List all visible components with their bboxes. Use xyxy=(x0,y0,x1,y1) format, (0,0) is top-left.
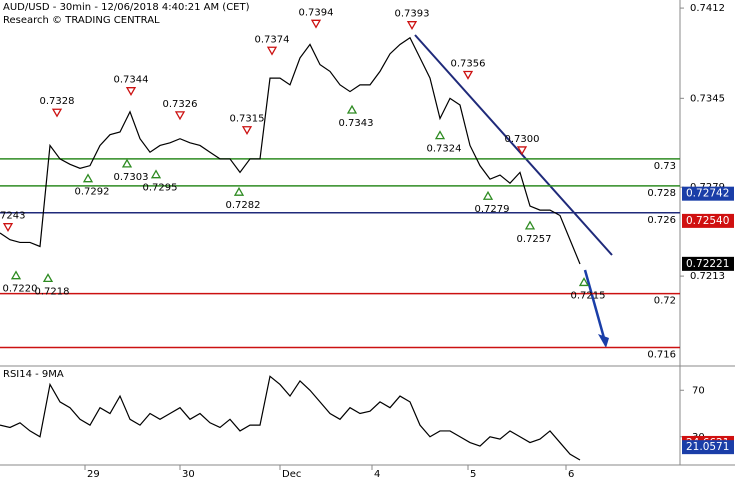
low-marker xyxy=(10,270,22,280)
y-tick-label: 70 xyxy=(692,385,705,396)
high-marker xyxy=(174,111,186,121)
high-label: 0.7243 xyxy=(0,211,26,222)
low-marker xyxy=(482,190,494,200)
low-label: 0.7218 xyxy=(35,286,70,297)
low-marker xyxy=(42,273,54,283)
level-label: 0.73 xyxy=(654,161,676,172)
high-marker xyxy=(125,87,137,96)
x-tick-label: 5 xyxy=(470,469,476,480)
low-label: 0.7324 xyxy=(427,144,462,155)
price-line xyxy=(0,36,581,265)
rsi-title: RSI14 - 9MA xyxy=(3,369,64,380)
price-tag-label: 0.72221 xyxy=(686,258,729,270)
price-line xyxy=(0,375,581,461)
high-label: 0.7328 xyxy=(40,96,75,107)
price-tag-label: 21.0571 xyxy=(686,441,729,453)
x-tick-label: 6 xyxy=(568,469,574,480)
x-tick-label: 4 xyxy=(374,469,380,480)
low-marker xyxy=(150,169,162,179)
y-tick-label: 0.7345 xyxy=(690,93,725,104)
low-label: 0.7220 xyxy=(3,284,38,295)
high-label: 0.7344 xyxy=(114,75,149,86)
price-tag xyxy=(682,440,734,455)
low-label: 0.7279 xyxy=(475,204,510,215)
high-marker xyxy=(266,46,278,56)
x-tick-label: 29 xyxy=(87,469,100,480)
x-tick-label: Dec xyxy=(282,469,301,480)
low-label: 0.7215 xyxy=(571,290,606,301)
low-marker xyxy=(434,130,446,140)
low-marker xyxy=(233,186,245,196)
price-tag xyxy=(682,256,734,271)
level-label: 0.726 xyxy=(647,215,676,226)
low-label: 0.7257 xyxy=(517,234,552,245)
forecast-arrow xyxy=(583,269,606,339)
high-marker xyxy=(406,21,418,30)
low-marker xyxy=(121,158,133,168)
high-label: 0.7300 xyxy=(505,134,540,145)
arrow-head xyxy=(598,334,609,348)
price-tag-label: 0.72742 xyxy=(686,188,729,200)
high-label: 0.7356 xyxy=(451,59,486,70)
high-marker xyxy=(462,70,474,80)
low-label: 0.7292 xyxy=(75,187,110,198)
high-label: 0.7374 xyxy=(255,34,290,45)
high-label: 0.7394 xyxy=(299,7,334,18)
high-marker xyxy=(310,19,322,29)
low-label: 0.7282 xyxy=(226,200,261,211)
level-label: 0.716 xyxy=(647,349,676,360)
low-marker xyxy=(578,277,590,287)
high-label: 0.7326 xyxy=(163,99,198,110)
level-label: 0.728 xyxy=(647,188,676,199)
low-marker xyxy=(346,104,358,114)
chart-subtitle: Research © TRADING CENTRAL xyxy=(3,15,160,26)
price-tag-label: 0.72540 xyxy=(686,215,729,227)
low-marker xyxy=(82,173,94,183)
high-marker xyxy=(51,108,63,118)
high-marker xyxy=(2,223,14,233)
low-marker xyxy=(524,220,536,230)
high-marker xyxy=(516,146,528,156)
high-marker xyxy=(241,126,253,136)
low-label: 0.7295 xyxy=(143,183,178,194)
low-label: 0.7303 xyxy=(114,172,149,183)
level-label: 0.72 xyxy=(654,296,676,307)
y-tick-label: 0.7213 xyxy=(690,271,725,282)
chart-title: AUD/USD - 30min - 12/06/2018 4:40:21 AM … xyxy=(3,2,250,13)
y-tick-label: 0.7412 xyxy=(690,3,725,14)
high-label: 0.7315 xyxy=(230,114,265,125)
x-tick-label: 30 xyxy=(182,469,195,480)
price-tag xyxy=(682,186,734,201)
low-label: 0.7343 xyxy=(339,118,374,129)
high-label: 0.7393 xyxy=(395,9,430,20)
price-tag xyxy=(682,213,734,228)
trend-line xyxy=(414,34,613,256)
